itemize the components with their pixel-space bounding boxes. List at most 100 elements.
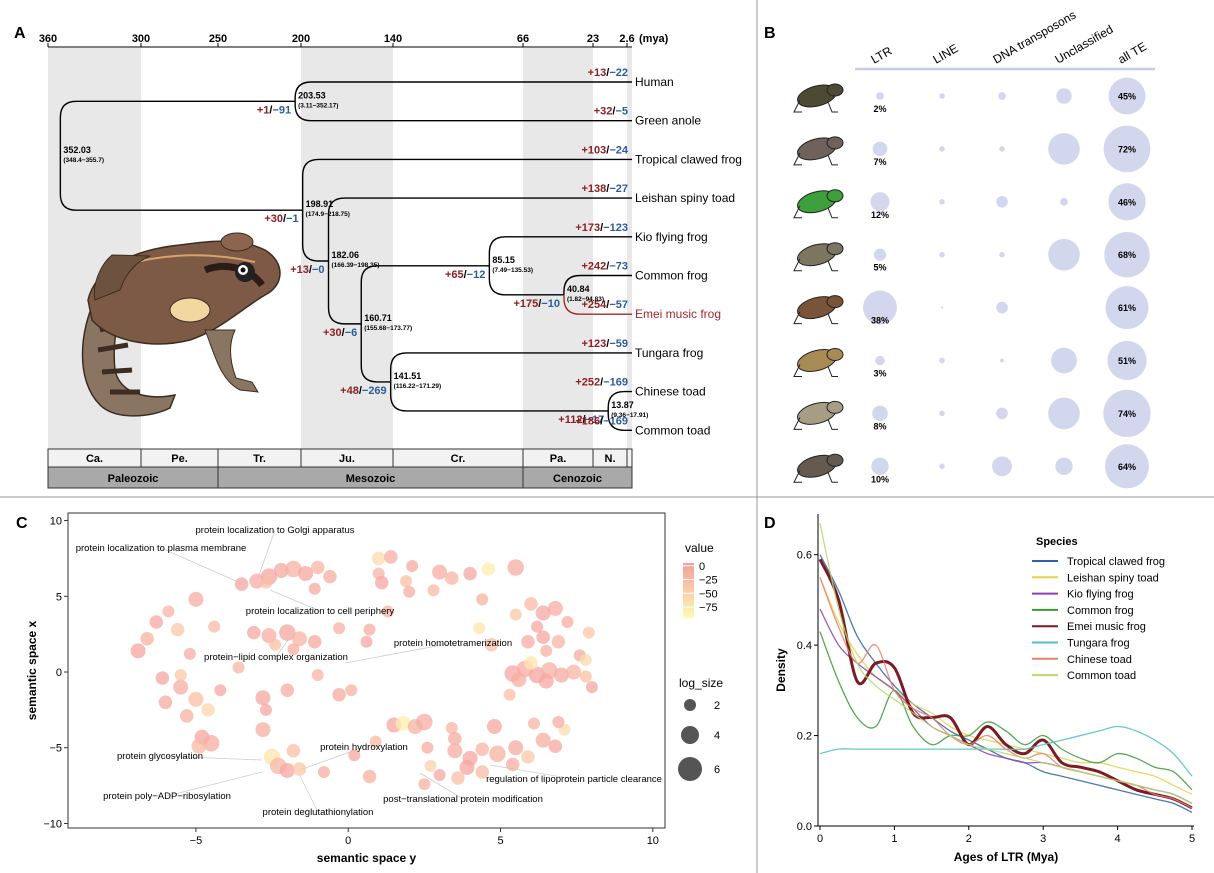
node-age: 352.03 bbox=[63, 145, 91, 155]
bubble bbox=[998, 92, 1006, 100]
leader-line bbox=[160, 547, 246, 586]
bubble bbox=[939, 463, 945, 470]
colorbar-label: −25 bbox=[699, 575, 718, 587]
term-point bbox=[381, 605, 394, 618]
legend-title: Species bbox=[1036, 536, 1078, 548]
leaf-name: Kio flying frog bbox=[635, 230, 708, 244]
separator: / bbox=[600, 222, 603, 234]
leader-line bbox=[257, 529, 276, 579]
x-axis-label: semantic space y bbox=[317, 851, 417, 865]
term-point bbox=[371, 551, 386, 566]
term-point bbox=[360, 635, 373, 648]
term-point bbox=[201, 703, 215, 717]
term-point bbox=[188, 591, 204, 607]
species-icon-head bbox=[826, 83, 844, 97]
term-point bbox=[130, 643, 146, 659]
separator: / bbox=[283, 213, 286, 225]
x-tick-label: 4 bbox=[1115, 833, 1121, 845]
bubble bbox=[875, 355, 885, 366]
loss: −10 bbox=[541, 298, 560, 310]
bubble bbox=[996, 407, 1008, 420]
bubble bbox=[939, 93, 945, 99]
bubble-label: 72% bbox=[1118, 144, 1136, 154]
colorbar-label: −50 bbox=[699, 588, 718, 600]
term-point bbox=[548, 739, 563, 753]
bubble bbox=[872, 141, 888, 157]
y-tick-label: 0.6 bbox=[797, 550, 812, 562]
x-tick-label: 0 bbox=[817, 833, 823, 845]
node-ci: (155.68−173.77) bbox=[364, 325, 412, 332]
term-point bbox=[566, 664, 582, 680]
bubble-label: 5% bbox=[873, 263, 886, 273]
term-point bbox=[553, 667, 569, 683]
branch bbox=[488, 236, 632, 266]
time-unit: (mya) bbox=[639, 33, 669, 45]
term-point bbox=[149, 615, 164, 629]
loss: −123 bbox=[603, 222, 628, 234]
bubble-label: 51% bbox=[1118, 356, 1136, 366]
separator: / bbox=[582, 414, 585, 426]
era-label: Paleozoic bbox=[108, 473, 159, 485]
bubble bbox=[1055, 457, 1073, 475]
legend-title: value bbox=[685, 541, 714, 555]
density-line bbox=[818, 558, 1193, 810]
term-point bbox=[308, 582, 321, 595]
node-age: 182.06 bbox=[332, 250, 360, 260]
gain: +48 bbox=[340, 385, 359, 397]
gain-loss-label: +252/−169 bbox=[575, 377, 628, 389]
term-point bbox=[552, 715, 565, 728]
bubble bbox=[876, 92, 884, 100]
x-tick-label: 5 bbox=[1189, 833, 1195, 845]
bubble bbox=[870, 192, 890, 212]
period-shade bbox=[627, 48, 632, 449]
term-point bbox=[384, 550, 398, 564]
legend-label: Emei music frog bbox=[1067, 621, 1146, 633]
column-header: all TE bbox=[1116, 39, 1149, 66]
gain: +252 bbox=[575, 377, 600, 389]
branch bbox=[360, 265, 490, 324]
term-point bbox=[307, 634, 322, 649]
term-point bbox=[247, 625, 261, 640]
period-label: N. bbox=[605, 453, 616, 465]
gain: +254 bbox=[581, 299, 607, 311]
bubble bbox=[1108, 183, 1146, 221]
bubble bbox=[1060, 197, 1068, 206]
legend-label: Tungara frog bbox=[1067, 638, 1130, 650]
gain: +30 bbox=[323, 327, 342, 339]
species-icon-head bbox=[826, 348, 844, 361]
legend-label: Common frog bbox=[1067, 605, 1134, 617]
term-point bbox=[286, 744, 301, 758]
term-point bbox=[585, 681, 598, 694]
term-point bbox=[259, 703, 272, 716]
bubble-label: 10% bbox=[871, 474, 889, 484]
bubble bbox=[939, 146, 945, 152]
branch bbox=[607, 410, 632, 431]
bubble bbox=[1051, 347, 1077, 374]
term-point bbox=[273, 563, 289, 579]
species-icon-leg bbox=[793, 205, 838, 219]
gain: +1 bbox=[257, 104, 270, 116]
species-icon-head bbox=[826, 295, 844, 309]
separator: / bbox=[612, 106, 615, 118]
bubble bbox=[1108, 77, 1146, 115]
term-point bbox=[317, 765, 330, 778]
species-icon-leg bbox=[793, 152, 838, 166]
gain-loss-label: +173/−123 bbox=[575, 222, 628, 234]
term-point bbox=[521, 634, 535, 649]
column-header: LINE bbox=[931, 41, 961, 66]
separator: / bbox=[606, 261, 609, 273]
branch bbox=[327, 260, 362, 325]
branch bbox=[301, 158, 632, 211]
bubble-label: 68% bbox=[1118, 250, 1136, 260]
term-point bbox=[255, 722, 271, 738]
term-point bbox=[536, 630, 550, 644]
leaf-name: Tropical clawed frog bbox=[635, 152, 742, 166]
colorbar-label: −75 bbox=[699, 602, 718, 614]
bubble bbox=[863, 290, 897, 325]
bubble bbox=[1056, 88, 1072, 104]
node-age: 160.71 bbox=[364, 313, 392, 323]
time-tick-label: 66 bbox=[517, 33, 529, 45]
time-tick-label: 250 bbox=[209, 33, 227, 45]
term-point bbox=[432, 564, 448, 580]
density-line bbox=[819, 554, 1193, 814]
